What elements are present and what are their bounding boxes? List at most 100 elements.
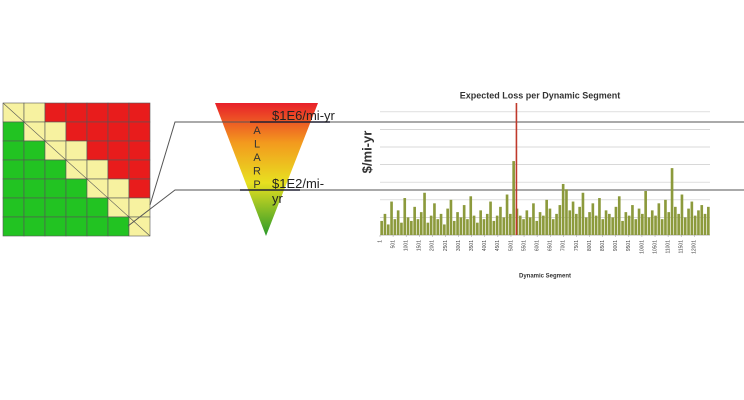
bar: [588, 212, 591, 235]
bar: [452, 220, 456, 235]
bar: [558, 205, 562, 235]
matrix-cell: [44, 102, 67, 123]
bar: [436, 219, 440, 235]
x-tick-label: 9001: [613, 240, 619, 251]
matrix-cell: [23, 216, 46, 237]
matrix-cell: [128, 197, 151, 218]
bar: [419, 212, 423, 235]
x-tick-label: 1001: [404, 240, 410, 251]
bar: [594, 215, 598, 235]
x-tick-label: 3501: [469, 240, 475, 251]
bar: [479, 210, 482, 235]
bar: [683, 217, 687, 235]
bar: [410, 220, 413, 235]
matrix-cell: [65, 102, 88, 123]
bar: [591, 203, 595, 235]
chart-title: Expected Loss per Dynamic Segment: [460, 90, 621, 100]
bar: [525, 210, 529, 235]
bar: [604, 210, 608, 235]
x-tick-label: 5501: [521, 240, 527, 251]
bar: [693, 215, 697, 235]
bar: [551, 219, 555, 235]
matrix-cell: [2, 216, 25, 237]
x-tick-label: 11001: [665, 240, 671, 254]
bar: [697, 210, 700, 235]
bar: [641, 213, 644, 235]
matrix-cell: [2, 197, 25, 218]
bar: [581, 192, 585, 235]
bar: [528, 217, 532, 235]
bar: [380, 220, 383, 235]
bar: [614, 206, 618, 235]
bar: [538, 212, 542, 235]
x-tick-label: 1501: [417, 240, 423, 251]
matrix-cell: [2, 178, 25, 199]
bar: [561, 183, 565, 235]
bar: [446, 208, 449, 235]
bar: [476, 222, 479, 235]
bar: [608, 213, 611, 235]
risk-matrix: [2, 102, 151, 237]
alarp-triangle: [215, 103, 318, 236]
bar: [598, 198, 601, 235]
bar: [707, 206, 710, 235]
bar: [578, 206, 581, 235]
bar: [489, 201, 492, 235]
x-tick-label: 4001: [482, 240, 488, 251]
matrix-cell: [2, 159, 25, 180]
bar: [512, 161, 515, 235]
lower-limit-label: $1E2/mi-yr: [272, 176, 325, 206]
matrix-cell: [86, 121, 109, 142]
matrix-cell: [65, 197, 88, 218]
x-tick-label: 6001: [534, 240, 540, 251]
bar: [545, 199, 548, 235]
bar: [426, 222, 430, 235]
matrix-cell: [107, 216, 130, 237]
bar: [423, 192, 426, 235]
bar: [509, 213, 512, 235]
bar: [429, 215, 433, 235]
matrix-cell: [65, 216, 88, 237]
bar: [482, 219, 486, 235]
matrix-cell: [128, 102, 151, 123]
matrix-cell: [44, 197, 67, 218]
matrix-cell: [107, 178, 130, 199]
bar: [393, 219, 397, 235]
bar: [469, 196, 473, 235]
bar: [386, 224, 390, 235]
x-tick-label: 2501: [443, 240, 449, 251]
x-tick-label: 2001: [430, 240, 436, 251]
bar: [611, 217, 614, 235]
bar: [700, 205, 704, 235]
matrix-cell: [23, 140, 46, 161]
bar: [502, 217, 506, 235]
matrix-cell: [86, 140, 109, 161]
bar: [485, 213, 489, 235]
bar: [634, 219, 638, 235]
bar: [555, 213, 558, 235]
x-tick-label: 5001: [508, 240, 514, 251]
x-tick-label: 4501: [495, 240, 501, 251]
bar: [443, 224, 446, 235]
bar: [383, 213, 387, 235]
bar: [664, 199, 667, 235]
bar: [522, 219, 525, 235]
bar: [650, 210, 654, 235]
x-tick-label: 10001: [639, 240, 645, 254]
x-tick-label: 8001: [587, 240, 593, 251]
bar: [416, 219, 420, 235]
matrix-cell: [86, 159, 109, 180]
bar: [505, 194, 509, 235]
x-tick-label: 9501: [626, 240, 632, 251]
loss-chart: Expected Loss per Dynamic Segment $/mi-yr…: [359, 90, 710, 280]
bar: [660, 219, 664, 235]
alarp-letter: R: [253, 165, 261, 177]
bar: [459, 217, 463, 235]
matrix-cell: [23, 197, 46, 218]
bar: [499, 206, 502, 235]
matrix-cell: [86, 197, 109, 218]
bar: [403, 198, 407, 235]
bar: [677, 213, 680, 235]
bar: [542, 215, 545, 235]
x-tick-label: 501: [390, 240, 396, 249]
